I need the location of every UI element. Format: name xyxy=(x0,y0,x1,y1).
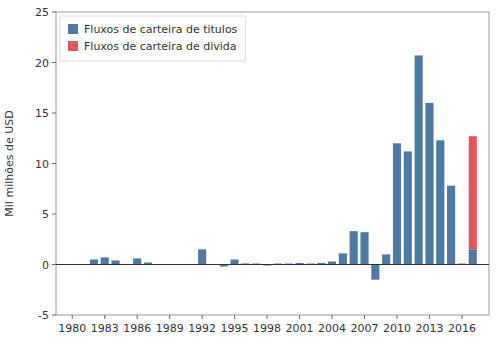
x-tick-label: 2013 xyxy=(415,322,443,335)
legend: Fluxos de carteira de titulos Fluxos de c… xyxy=(60,16,245,61)
bar xyxy=(90,259,98,264)
bar xyxy=(144,262,152,263)
plot-frame xyxy=(56,12,489,315)
bar xyxy=(231,259,239,260)
x-tick xyxy=(169,315,170,319)
bars xyxy=(79,55,477,279)
bar xyxy=(425,103,433,265)
y-tick-label: 15 xyxy=(35,107,49,120)
bar xyxy=(101,257,109,264)
y-tick xyxy=(52,315,56,316)
x-tick-label: 2001 xyxy=(286,322,314,335)
bar xyxy=(350,231,358,232)
bar xyxy=(252,263,260,264)
bar xyxy=(111,260,119,261)
y-tick xyxy=(52,163,56,164)
bar xyxy=(111,260,119,264)
x-tick-label: 2016 xyxy=(448,322,476,335)
y-tick xyxy=(52,264,56,265)
x-tick xyxy=(72,315,73,319)
zero-line xyxy=(56,264,489,265)
x-tick-label: 2004 xyxy=(318,322,346,335)
bar xyxy=(198,249,206,264)
bar xyxy=(415,55,423,264)
y-tick-label: 25 xyxy=(35,6,49,19)
x-tick-label: 1995 xyxy=(221,322,249,335)
bar xyxy=(198,249,206,250)
bar xyxy=(339,253,347,264)
legend-label: Fluxos de carteira de titulos xyxy=(84,23,238,36)
x-tick-label: 1986 xyxy=(123,322,151,335)
bar xyxy=(371,265,379,280)
y-tick xyxy=(52,214,56,215)
legend-swatch xyxy=(68,41,78,51)
bar xyxy=(350,231,358,264)
bar xyxy=(306,263,314,264)
x-tick xyxy=(202,315,203,319)
bar xyxy=(425,102,433,103)
x-tick-label: 1998 xyxy=(253,322,281,335)
y-tick xyxy=(52,62,56,63)
y-tick-label: 10 xyxy=(35,158,49,171)
bar xyxy=(360,232,368,233)
x-tick xyxy=(429,315,430,319)
bar xyxy=(469,249,477,264)
bar xyxy=(101,257,109,258)
bar xyxy=(339,253,347,254)
bar xyxy=(328,261,336,262)
x-tick xyxy=(104,315,105,319)
x-tick xyxy=(396,315,397,319)
bar xyxy=(90,259,98,260)
y-tick xyxy=(52,113,56,114)
bar xyxy=(296,262,304,263)
bar xyxy=(393,143,401,264)
x-tick xyxy=(461,315,462,319)
y-tick xyxy=(52,12,56,13)
x-tick-label: 1992 xyxy=(188,322,216,335)
bar xyxy=(436,140,444,264)
bar xyxy=(285,263,293,264)
bar xyxy=(360,232,368,264)
legend-box xyxy=(60,16,245,61)
bar xyxy=(469,136,477,249)
bar xyxy=(133,258,141,264)
x-tick xyxy=(299,315,300,319)
x-tick-label: 1989 xyxy=(156,322,184,335)
y-tick-label: 20 xyxy=(35,57,49,70)
legend-swatch xyxy=(68,24,78,34)
chart: -5 0 5 10 15 20 25 1980 1983 1986 1989 1992 1995 1998… xyxy=(0,0,501,345)
x-tick xyxy=(234,315,235,319)
bar xyxy=(382,254,390,255)
bar xyxy=(447,186,455,265)
x-tick xyxy=(364,315,365,319)
bar xyxy=(382,254,390,264)
x-tick-label: 1983 xyxy=(91,322,119,335)
bar xyxy=(274,263,282,264)
bar xyxy=(393,143,401,144)
x-tick-label: 2007 xyxy=(351,322,379,335)
y-tick-label: 0 xyxy=(42,259,49,272)
x-tick xyxy=(137,315,138,319)
bar xyxy=(317,262,325,263)
x-tick-label: 1980 xyxy=(58,322,86,335)
bar xyxy=(404,151,412,152)
bar xyxy=(241,263,249,264)
x-tick xyxy=(332,315,333,319)
bar xyxy=(436,140,444,141)
y-axis-label: Mil milhões de USD xyxy=(3,110,16,216)
bar xyxy=(415,55,423,56)
x-tick-label: 2010 xyxy=(383,322,411,335)
bar xyxy=(458,263,466,264)
y-tick-label: 5 xyxy=(42,208,49,221)
bar xyxy=(404,151,412,264)
x-tick xyxy=(267,315,268,319)
legend-label: Fluxos de carteira de divida xyxy=(84,40,237,53)
y-tick-label: -5 xyxy=(38,309,49,322)
bar xyxy=(231,259,239,264)
bar xyxy=(447,185,455,186)
bar xyxy=(133,258,141,259)
